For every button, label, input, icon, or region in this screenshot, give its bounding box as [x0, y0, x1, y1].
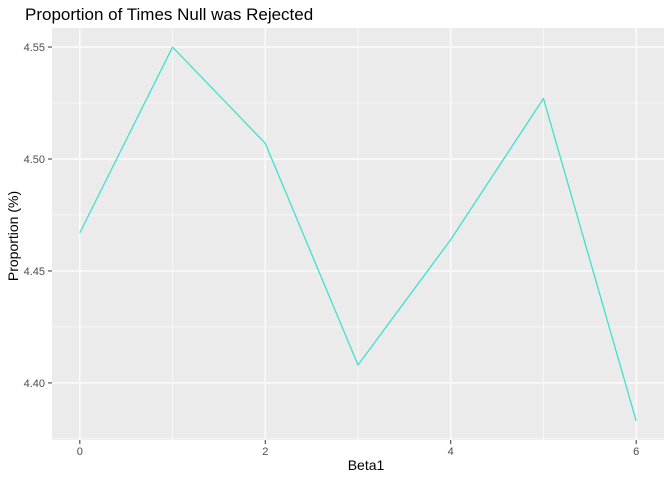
y-tick-label: 4.40	[24, 378, 45, 390]
x-tick-label: 0	[77, 446, 83, 458]
x-tick-label: 2	[262, 446, 268, 458]
x-tick-label: 6	[633, 446, 639, 458]
grid-minor	[52, 28, 664, 440]
x-tick-label: 4	[448, 446, 454, 458]
y-axis: 4.40 4.45 4.50 4.55	[24, 42, 52, 390]
y-tick-label: 4.45	[24, 266, 45, 278]
series-layer	[79, 46, 637, 422]
y-tick-label: 4.50	[24, 154, 45, 166]
series-line	[79, 46, 637, 422]
chart-title: Proportion of Times Null was Rejected	[25, 5, 313, 24]
x-axis-title: Beta1	[348, 457, 385, 473]
grid-major	[52, 28, 664, 440]
x-axis: 0 2 4 6	[77, 440, 639, 458]
y-tick-label: 4.55	[24, 42, 45, 54]
y-axis-title: Proportion (%)	[5, 191, 21, 281]
